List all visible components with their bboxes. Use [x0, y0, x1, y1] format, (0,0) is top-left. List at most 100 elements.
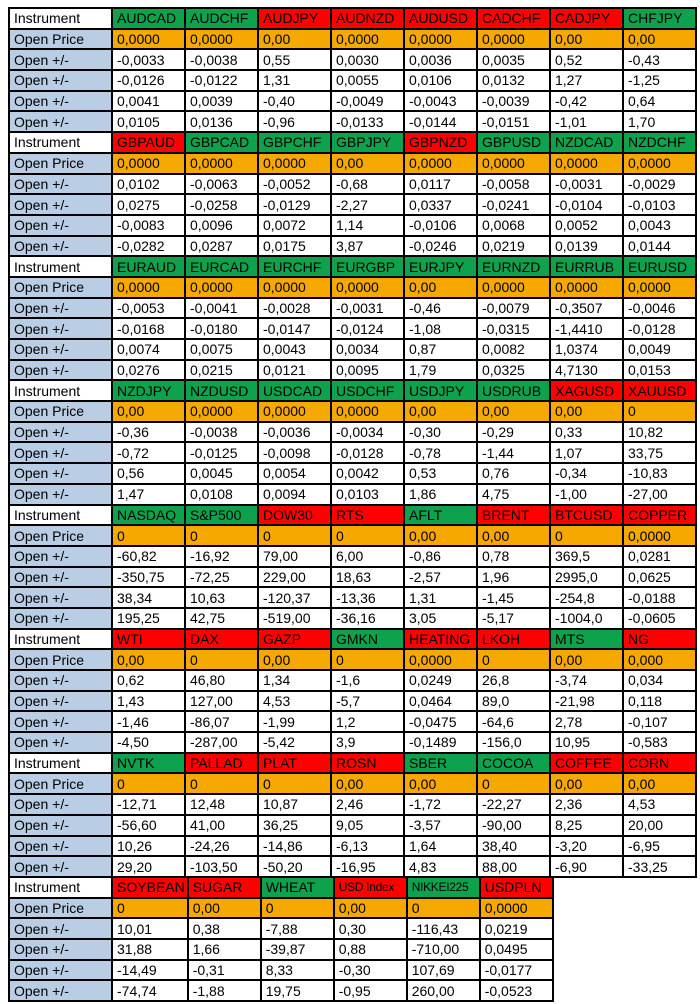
- open-delta-cell-eurjpy-r2[interactable]: -1,08: [403, 317, 478, 340]
- instrument-header-coffee[interactable]: COFFEE: [549, 751, 624, 775]
- open-delta-cell-usdjpy-r3[interactable]: 0,53: [403, 462, 478, 485]
- open-delta-cell-usdpln-r3[interactable]: -0,0177: [478, 958, 554, 982]
- open-delta-cell-eurrub-r2[interactable]: -1,4410: [549, 317, 624, 340]
- row-label-open-price[interactable]: Open Price: [8, 896, 113, 920]
- open-delta-cell-usdcad-r3[interactable]: 0,0054: [257, 462, 332, 485]
- instrument-header-cocoa[interactable]: COCOA: [476, 751, 551, 775]
- open-price-cell-nzdjpy[interactable]: 0,00: [111, 400, 186, 423]
- instrument-header-xauusd[interactable]: XAUUSD: [622, 379, 697, 403]
- open-delta-cell-usdpln-r4[interactable]: -0,0523: [478, 979, 554, 1002]
- open-delta-cell-audusd-r1[interactable]: 0,0036: [403, 48, 478, 72]
- open-delta-cell-btcusd-r3[interactable]: -254,8: [549, 586, 624, 609]
- open-delta-cell-nasdaq-r3[interactable]: 38,34: [111, 586, 186, 609]
- open-delta-cell-nzdcad-r1[interactable]: -0,0031: [549, 172, 624, 196]
- open-delta-cell-gbpcad-r2[interactable]: -0,0258: [184, 193, 259, 216]
- open-delta-cell-eurusd-r2[interactable]: -0,0128: [622, 317, 697, 340]
- open-delta-cell-sugar-r3[interactable]: -0,31: [186, 958, 262, 982]
- instrument-header-nzdchf[interactable]: NZDCHF: [622, 131, 697, 154]
- open-delta-cell-plat-r3[interactable]: -14,86: [257, 834, 332, 858]
- row-label-open-delta[interactable]: Open +/-: [8, 855, 113, 878]
- open-price-cell-audnzd[interactable]: 0,0000: [330, 27, 405, 51]
- open-delta-cell-nzdchf-r3[interactable]: 0,0043: [622, 213, 697, 237]
- open-delta-cell-wti-r3[interactable]: -1,46: [111, 710, 186, 734]
- instrument-header-heating[interactable]: HEATING: [403, 627, 478, 651]
- open-delta-cell-eurcad-r3[interactable]: 0,0075: [184, 338, 259, 361]
- open-delta-cell-cadchf-r4[interactable]: -0,0151: [476, 110, 551, 134]
- open-delta-cell-dax-r2[interactable]: 127,00: [184, 689, 259, 713]
- open-delta-cell-eurusd-r3[interactable]: 0,0049: [622, 338, 697, 361]
- open-delta-cell-brent-r3[interactable]: -1,45: [476, 586, 551, 609]
- open-delta-cell-gbpjpy-r3[interactable]: 1,14: [330, 213, 405, 237]
- open-price-cell-soybean[interactable]: 0: [111, 896, 189, 920]
- open-delta-cell-gbpcad-r4[interactable]: 0,0287: [184, 234, 259, 258]
- open-price-cell-gmkn[interactable]: 0: [330, 648, 405, 671]
- row-label-instrument[interactable]: Instrument: [8, 875, 113, 899]
- open-delta-cell-aflt-r3[interactable]: 1,31: [403, 586, 478, 609]
- open-delta-cell-usdcad-r4[interactable]: 0,0094: [257, 482, 332, 506]
- open-delta-cell-coffee-r4[interactable]: -6,90: [549, 855, 624, 878]
- open-price-cell-audcad[interactable]: 0,0000: [111, 27, 186, 51]
- open-delta-cell-gbpaud-r3[interactable]: -0,0083: [111, 213, 186, 237]
- open-delta-cell-pallad-r4[interactable]: -103,50: [184, 855, 259, 878]
- open-delta-cell-gmkn-r3[interactable]: 1,2: [330, 710, 405, 734]
- open-price-cell-gbpnzd[interactable]: 0,0000: [403, 151, 478, 175]
- open-price-cell-lkoh[interactable]: 0: [476, 648, 551, 671]
- open-price-cell-gbpchf[interactable]: 0,0000: [257, 151, 332, 175]
- open-delta-cell-gbpjpy-r4[interactable]: 3,87: [330, 234, 405, 258]
- open-delta-cell-s-p500-r4[interactable]: 42,75: [184, 606, 259, 630]
- open-price-cell-eurnzd[interactable]: 0,0000: [476, 275, 551, 299]
- open-price-cell-gbpaud[interactable]: 0,0000: [111, 151, 186, 175]
- open-price-cell-wti[interactable]: 0,00: [111, 648, 186, 671]
- open-delta-cell-mts-r3[interactable]: 2,78: [549, 710, 624, 734]
- open-delta-cell-ng-r2[interactable]: 0,118: [622, 689, 697, 713]
- open-delta-cell-audjpy-r3[interactable]: -0,40: [257, 89, 332, 113]
- instrument-header-usdcad[interactable]: USDCAD: [257, 379, 332, 403]
- instrument-header-dax[interactable]: DAX: [184, 627, 259, 651]
- open-delta-cell-eurjpy-r1[interactable]: -0,46: [403, 296, 478, 320]
- open-delta-cell-coffee-r3[interactable]: -3,20: [549, 834, 624, 858]
- open-delta-cell-usdchf-r2[interactable]: -0,0128: [330, 441, 405, 465]
- open-delta-cell-gbpnzd-r4[interactable]: -0,0246: [403, 234, 478, 258]
- instrument-header-chfjpy[interactable]: CHFJPY: [622, 7, 697, 30]
- open-price-cell-copper[interactable]: 0,0000: [622, 524, 697, 547]
- open-delta-cell-sber-r2[interactable]: -3,57: [403, 813, 478, 837]
- open-delta-cell-sugar-r2[interactable]: 1,66: [186, 937, 262, 961]
- open-delta-cell-brent-r2[interactable]: 1,96: [476, 565, 551, 589]
- open-delta-cell-usdchf-r1[interactable]: -0,0034: [330, 420, 405, 444]
- open-delta-cell-wti-r4[interactable]: -4,50: [111, 731, 186, 754]
- open-delta-cell-corn-r2[interactable]: 20,00: [622, 813, 697, 837]
- instrument-header-cadchf[interactable]: CADCHF: [476, 7, 551, 30]
- open-price-cell-s-p500[interactable]: 0: [184, 524, 259, 547]
- open-delta-cell-eurgbp-r1[interactable]: -0,0031: [330, 296, 405, 320]
- open-delta-cell-soybean-r4[interactable]: -74,74: [111, 979, 189, 1002]
- open-delta-cell-pallad-r2[interactable]: 41,00: [184, 813, 259, 837]
- open-delta-cell-usdrub-r1[interactable]: -0,29: [476, 420, 551, 444]
- open-delta-cell-cadchf-r2[interactable]: 0,0132: [476, 69, 551, 92]
- open-price-cell-gbpjpy[interactable]: 0,00: [330, 151, 405, 175]
- open-price-cell-nzdcad[interactable]: 0,0000: [549, 151, 624, 175]
- instrument-header-eurgbp[interactable]: EURGBP: [330, 255, 405, 278]
- open-delta-cell-lkoh-r4[interactable]: -156,0: [476, 731, 551, 754]
- open-delta-cell-dow30-r4[interactable]: -519,00: [257, 606, 332, 630]
- instrument-header-ng[interactable]: NG: [622, 627, 697, 651]
- open-delta-cell-s-p500-r1[interactable]: -16,92: [184, 544, 259, 568]
- instrument-header-gbpchf[interactable]: GBPCHF: [257, 131, 332, 154]
- open-delta-cell-copper-r2[interactable]: 0,0625: [622, 565, 697, 589]
- row-label-open-delta[interactable]: Open +/-: [8, 48, 113, 72]
- open-delta-cell-wheat-r2[interactable]: -39,87: [259, 937, 335, 961]
- open-delta-cell-chfjpy-r4[interactable]: 1,70: [622, 110, 697, 134]
- open-delta-cell-cocoa-r2[interactable]: -90,00: [476, 813, 551, 837]
- open-delta-cell-eurgbp-r2[interactable]: -0,0124: [330, 317, 405, 340]
- open-delta-cell-nzdusd-r2[interactable]: -0,0125: [184, 441, 259, 465]
- open-price-cell-btcusd[interactable]: 0: [549, 524, 624, 547]
- row-label-open-delta[interactable]: Open +/-: [8, 441, 113, 465]
- instrument-header-eurrub[interactable]: EURRUB: [549, 255, 624, 278]
- open-price-cell-cocoa[interactable]: 0: [476, 772, 551, 796]
- open-delta-cell-xauusd-r1[interactable]: 10,82: [622, 420, 697, 444]
- instrument-header-usdpln[interactable]: USDPLN: [478, 875, 554, 899]
- open-price-cell-heating[interactable]: 0,0000: [403, 648, 478, 671]
- instrument-header-audjpy[interactable]: AUDJPY: [257, 7, 332, 30]
- open-delta-cell-dow30-r1[interactable]: 79,00: [257, 544, 332, 568]
- open-delta-cell-heating-r4[interactable]: -0,1489: [403, 731, 478, 754]
- row-label-open-delta[interactable]: Open +/-: [8, 358, 113, 382]
